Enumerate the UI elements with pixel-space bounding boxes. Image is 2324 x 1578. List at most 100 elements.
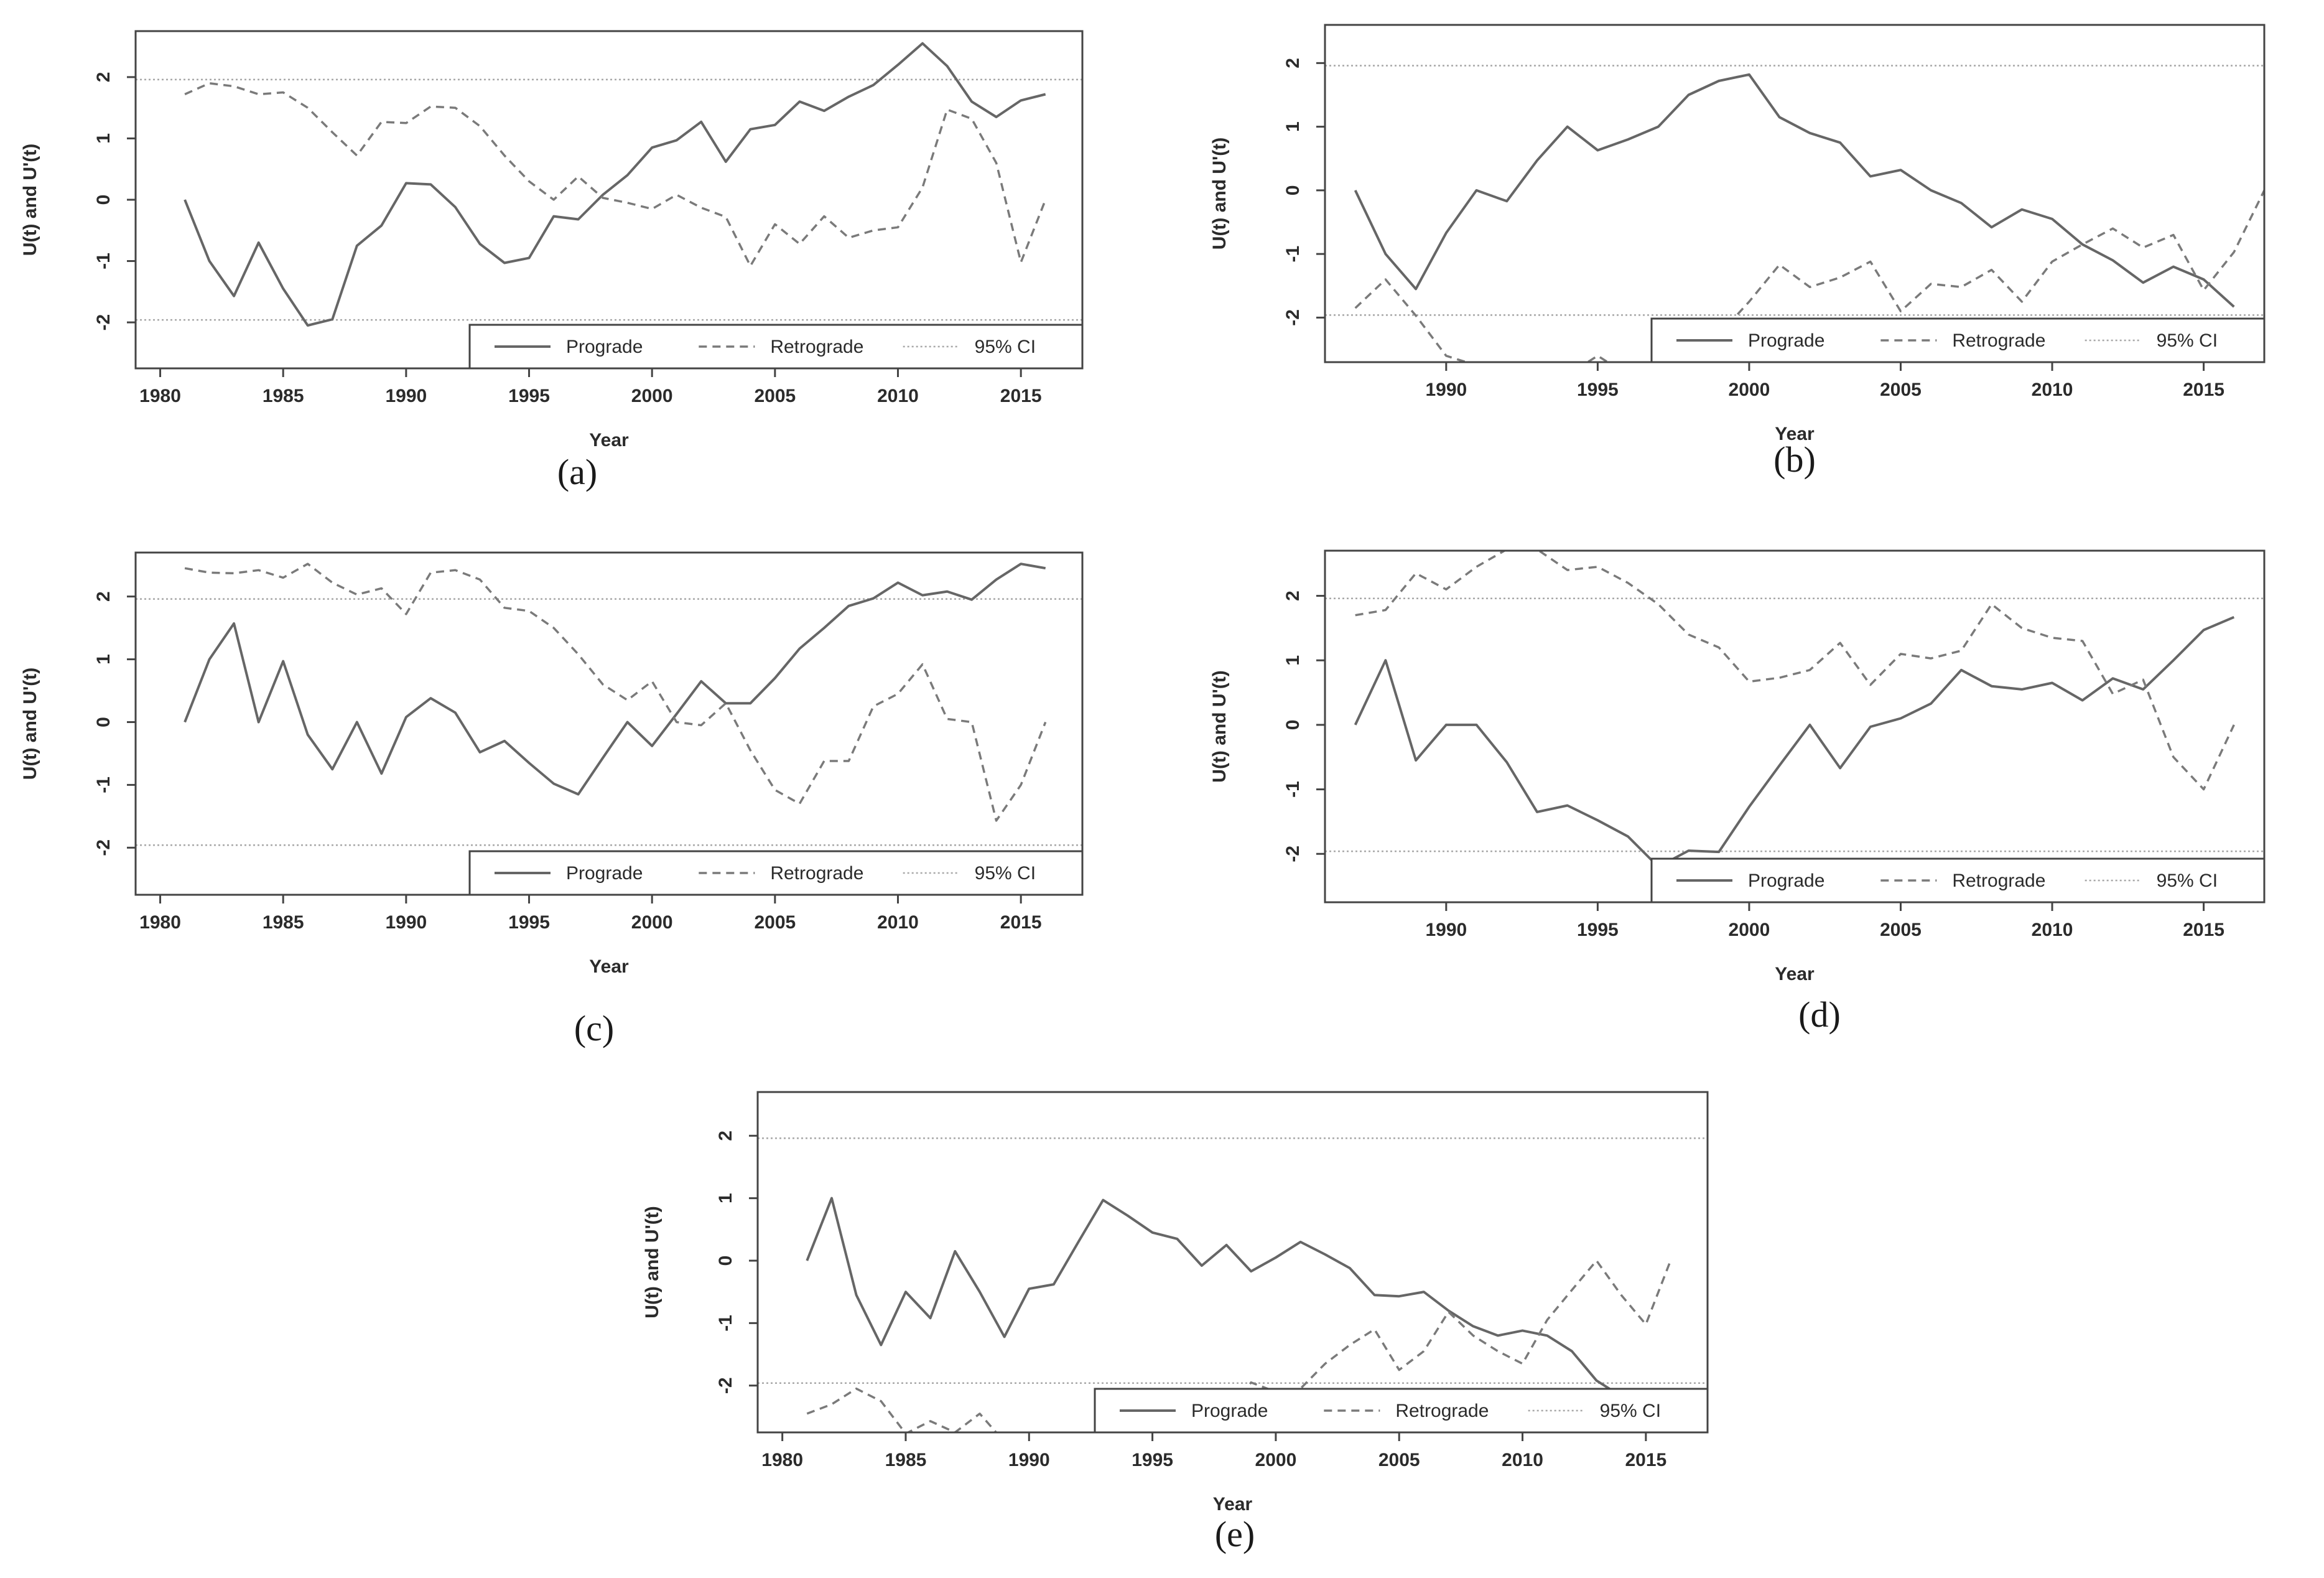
- legend-label: Prograde: [566, 337, 643, 357]
- plot-frame: [1324, 24, 2266, 363]
- panel-a: Prograde Retrograde 95% CI 1980 1985 1990 1995…: [20, 30, 1084, 492]
- legend-box: [1094, 1388, 1709, 1434]
- x-tick-label: 2010: [1502, 1450, 1543, 1470]
- y-tick-label: 0: [93, 717, 114, 727]
- retrograde-line: [1355, 551, 2235, 791]
- x-tick-label: 1995: [1577, 920, 1619, 940]
- x-tick-label: 2005: [754, 912, 796, 933]
- series-group: [184, 563, 1047, 822]
- y-tick-label: 0: [715, 1256, 736, 1266]
- y-tick-label: 1: [93, 654, 114, 665]
- legend-label: Prograde: [1191, 1401, 1268, 1421]
- panel-caption: (c): [574, 1008, 614, 1048]
- y-axis-title: U(t) and U'(t): [642, 1206, 662, 1318]
- legend: Prograde Retrograde 95% CI: [468, 850, 1084, 896]
- retrograde-line: [806, 1259, 1672, 1432]
- x-axis-title: Year: [589, 430, 629, 451]
- panel-caption: (e): [1215, 1514, 1255, 1554]
- x-tick-label: 1980: [139, 386, 181, 406]
- x-tick-label: 2010: [2032, 920, 2073, 940]
- legend: Prograde Retrograde 95% CI: [1094, 1388, 1709, 1434]
- x-tick-label: 2005: [1880, 380, 1922, 400]
- legend-label: Retrograde: [1952, 330, 2045, 351]
- legend-label: Prograde: [1748, 330, 1824, 351]
- y-tick-label: -2: [715, 1377, 736, 1394]
- y-tick-label: -2: [93, 314, 114, 331]
- y-axis-title: U(t) and U'(t): [20, 668, 40, 780]
- x-tick-label: 1980: [761, 1450, 803, 1470]
- y-axis-title: U(t) and U'(t): [1209, 670, 1230, 782]
- prograde-line: [184, 563, 1046, 796]
- y-tick-label: 0: [1283, 720, 1303, 731]
- x-tick-label: 1995: [508, 386, 550, 406]
- legend-label: Retrograde: [1952, 871, 2045, 891]
- x-tick-label: 1985: [885, 1450, 927, 1470]
- legend-label: Retrograde: [770, 863, 863, 884]
- y-tick-label: -2: [1283, 309, 1303, 326]
- legend-label: Retrograde: [770, 337, 863, 357]
- x-tick-label: 2000: [631, 386, 673, 406]
- plot-frame: [756, 1091, 1709, 1434]
- y-tick-label: -2: [1283, 846, 1303, 862]
- x-tick-label: 1995: [508, 912, 550, 933]
- panel-caption: (d): [1798, 994, 1841, 1035]
- panel-caption: (a): [557, 452, 597, 492]
- retrograde-line: [184, 82, 1047, 268]
- y-tick-label: 2: [715, 1131, 736, 1141]
- legend-label: 95% CI: [975, 337, 1036, 357]
- x-tick-label: 2000: [1255, 1450, 1297, 1470]
- legend-box: [468, 850, 1084, 896]
- x-tick-label: 2005: [754, 386, 796, 406]
- x-tick-label: 1980: [139, 912, 181, 933]
- series-group: [184, 42, 1047, 327]
- plot-frame: [134, 551, 1084, 896]
- x-tick-label: 1995: [1577, 380, 1619, 400]
- y-tick-label: -1: [93, 253, 114, 269]
- series-group: [1354, 73, 2264, 362]
- x-tick-label: 2010: [877, 386, 919, 406]
- panel-d: Prograde Retrograde 95% CI 1990 1995 2000 2005…: [1209, 549, 2266, 1035]
- legend-label: 95% CI: [2157, 330, 2218, 351]
- legend-label: 95% CI: [1600, 1401, 1661, 1421]
- x-tick-label: 2000: [631, 912, 673, 933]
- prograde-line: [1354, 73, 2235, 308]
- prograde-line: [1354, 615, 2235, 868]
- y-tick-label: -2: [93, 839, 114, 856]
- legend-label: Prograde: [566, 863, 643, 884]
- y-tick-label: -1: [1283, 246, 1303, 263]
- panel-c: Prograde Retrograde 95% CI 1980 1985 1990 1995…: [20, 551, 1084, 1048]
- plot-frame: [1324, 549, 2266, 903]
- legend-box: [1650, 317, 2266, 363]
- x-tick-label: 1990: [385, 912, 427, 933]
- x-tick-label: 2010: [2032, 380, 2073, 400]
- legend-label: Prograde: [1748, 871, 1824, 891]
- x-tick-label: 1990: [1425, 380, 1467, 400]
- retrograde-line: [184, 563, 1047, 822]
- retrograde-line: [1354, 190, 2264, 362]
- x-tick-label: 2005: [1880, 920, 1922, 940]
- x-tick-label: 2015: [1000, 912, 1042, 933]
- panel-caption: (b): [1773, 439, 1816, 480]
- prograde-line: [806, 1197, 1671, 1415]
- plot-frame: [134, 30, 1084, 370]
- legend-label: Retrograde: [1395, 1401, 1489, 1421]
- prograde-line: [184, 42, 1046, 327]
- y-tick-label: 1: [1283, 121, 1303, 132]
- x-tick-label: 1985: [263, 912, 304, 933]
- x-tick-label: 1995: [1132, 1450, 1173, 1470]
- x-tick-label: 2005: [1378, 1450, 1420, 1470]
- legend: Prograde Retrograde 95% CI: [1650, 317, 2266, 363]
- x-axis-title: Year: [1213, 1494, 1253, 1515]
- x-tick-label: 2015: [1000, 386, 1042, 406]
- y-tick-label: -1: [1283, 781, 1303, 798]
- y-tick-label: 2: [93, 72, 114, 83]
- legend-label: 95% CI: [2157, 871, 2218, 891]
- legend: Prograde Retrograde 95% CI: [468, 324, 1084, 370]
- y-tick-label: 1: [1283, 655, 1303, 666]
- x-tick-label: 2000: [1729, 380, 1770, 400]
- y-tick-label: 0: [1283, 185, 1303, 196]
- x-tick-label: 2015: [2183, 920, 2224, 940]
- x-tick-label: 1990: [1008, 1450, 1050, 1470]
- panel-e: Prograde Retrograde 95% CI 1980 1985 1990 1995…: [642, 1091, 1709, 1554]
